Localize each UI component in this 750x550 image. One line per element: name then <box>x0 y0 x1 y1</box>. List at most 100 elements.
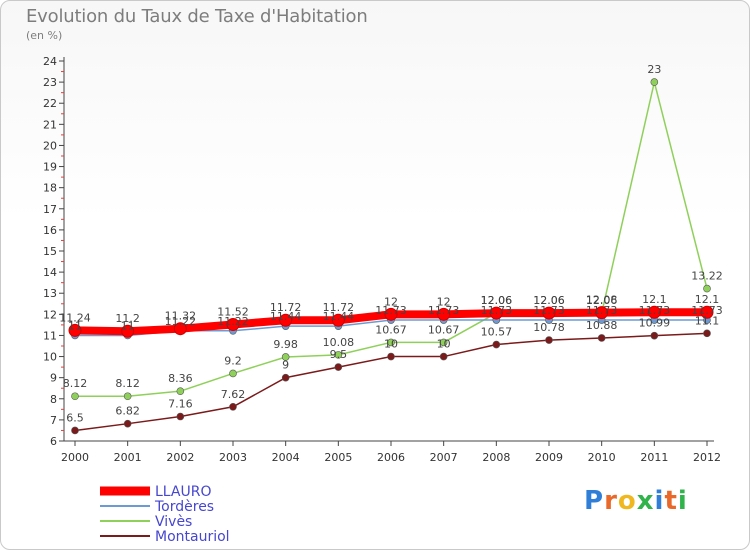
y-tick-label: 19 <box>43 161 57 174</box>
data-point <box>331 313 345 327</box>
data-point <box>121 324 135 338</box>
y-tick-label: 21 <box>43 118 57 131</box>
data-point <box>334 351 343 359</box>
data-point <box>647 305 661 319</box>
data-point <box>700 305 714 319</box>
data-label: 9.2 <box>224 354 242 367</box>
chart-subtitle: (en %) <box>26 29 63 42</box>
data-label: 9.5 <box>330 348 348 361</box>
data-point <box>123 419 132 428</box>
logo-letter: P <box>584 486 605 516</box>
data-point <box>542 306 556 320</box>
data-point <box>281 373 290 382</box>
legend-label: Montauriol <box>155 529 230 545</box>
y-tick-label: 12 <box>43 308 57 321</box>
y-tick-label: 24 <box>43 55 57 68</box>
data-point <box>279 313 293 327</box>
x-tick-label: 2009 <box>535 451 563 464</box>
y-tick-label: 20 <box>43 139 57 152</box>
data-label: 11.2 <box>115 312 140 325</box>
data-label: 23 <box>647 63 661 76</box>
x-tick-label: 2000 <box>61 451 89 464</box>
data-label: 11 <box>68 319 82 332</box>
data-label: 10 <box>384 338 398 351</box>
data-label: 10.88 <box>586 319 618 332</box>
legend-label: LLAURO <box>155 484 212 500</box>
data-point <box>176 412 185 421</box>
data-point <box>123 392 132 401</box>
data-label: 8.36 <box>168 372 193 385</box>
logo-letter: o <box>617 486 637 516</box>
data-label: 8.12 <box>63 377 88 390</box>
data-point <box>71 426 79 435</box>
data-label: 12.08 <box>586 294 618 307</box>
x-tick-label: 2008 <box>482 451 510 464</box>
data-label: 10.67 <box>428 323 460 336</box>
data-label: 9 <box>282 359 289 372</box>
data-point <box>597 334 606 342</box>
data-label: 10.78 <box>533 321 565 334</box>
data-point <box>492 340 501 349</box>
y-tick-label: 17 <box>43 203 57 216</box>
x-tick-label: 2011 <box>640 451 668 464</box>
data-label: 10.67 <box>375 323 407 336</box>
data-label: 10 <box>437 338 451 351</box>
data-point <box>650 78 659 86</box>
data-label: 11.52 <box>217 305 249 318</box>
data-label: 7.16 <box>168 398 193 411</box>
data-label: 12.06 <box>533 294 565 307</box>
data-point <box>387 352 395 361</box>
y-tick-label: 6 <box>50 435 57 448</box>
y-tick-label: 23 <box>43 76 57 89</box>
data-label: 13.22 <box>691 270 723 283</box>
data-label: 12.06 <box>481 294 513 307</box>
logo-letter: i <box>677 486 688 516</box>
data-label: 12 <box>384 295 398 308</box>
y-tick-label: 8 <box>50 393 57 406</box>
x-tick-label: 2004 <box>272 451 300 464</box>
data-point <box>439 352 448 361</box>
data-point <box>545 336 553 344</box>
x-tick-label: 2005 <box>324 451 352 464</box>
data-point <box>68 323 82 337</box>
data-point <box>439 338 448 347</box>
data-label: 8.12 <box>115 377 140 390</box>
data-label: 11.73 <box>533 304 565 317</box>
chart-title: Evolution du Taux de Taxe d'Habitation <box>26 6 368 27</box>
data-label: 11.73 <box>428 304 460 317</box>
data-label: 12.06 <box>533 294 565 307</box>
y-tick-label: 9 <box>50 372 57 385</box>
data-point <box>703 284 711 293</box>
logo-letter: i <box>654 486 665 516</box>
x-tick-label: 2002 <box>166 451 194 464</box>
data-label: 10.99 <box>639 317 671 330</box>
y-tick-label: 18 <box>43 182 57 195</box>
y-tick-label: 22 <box>43 97 57 110</box>
y-tick-label: 13 <box>43 287 57 300</box>
data-point <box>384 307 398 321</box>
data-label: 9.98 <box>273 338 298 351</box>
x-tick-label: 2003 <box>219 451 247 464</box>
x-tick-label: 2010 <box>588 451 616 464</box>
x-tick-label: 2001 <box>114 451 142 464</box>
y-tick-label: 16 <box>43 224 57 237</box>
data-label: 11.1 <box>695 314 720 327</box>
data-label: 6.5 <box>66 411 84 424</box>
data-label: 12.1 <box>642 293 667 306</box>
logo-letter: t <box>664 486 678 516</box>
data-label: 10.57 <box>481 326 513 339</box>
y-tick-label: 7 <box>50 414 57 427</box>
legend-label: Vivès <box>155 514 192 530</box>
data-label: 11.73 <box>586 304 618 317</box>
data-point <box>650 331 659 340</box>
y-tick-label: 15 <box>43 245 57 258</box>
x-tick-label: 2006 <box>377 451 405 464</box>
data-label: 11 <box>121 319 135 332</box>
x-tick-label: 2007 <box>430 451 458 464</box>
legend-label: Tordères <box>154 499 214 515</box>
data-label: 12.1 <box>695 293 720 306</box>
data-label: 10.08 <box>323 336 355 349</box>
data-label: 11.73 <box>691 304 723 317</box>
data-point <box>281 353 290 361</box>
y-tick-label: 14 <box>43 266 57 279</box>
